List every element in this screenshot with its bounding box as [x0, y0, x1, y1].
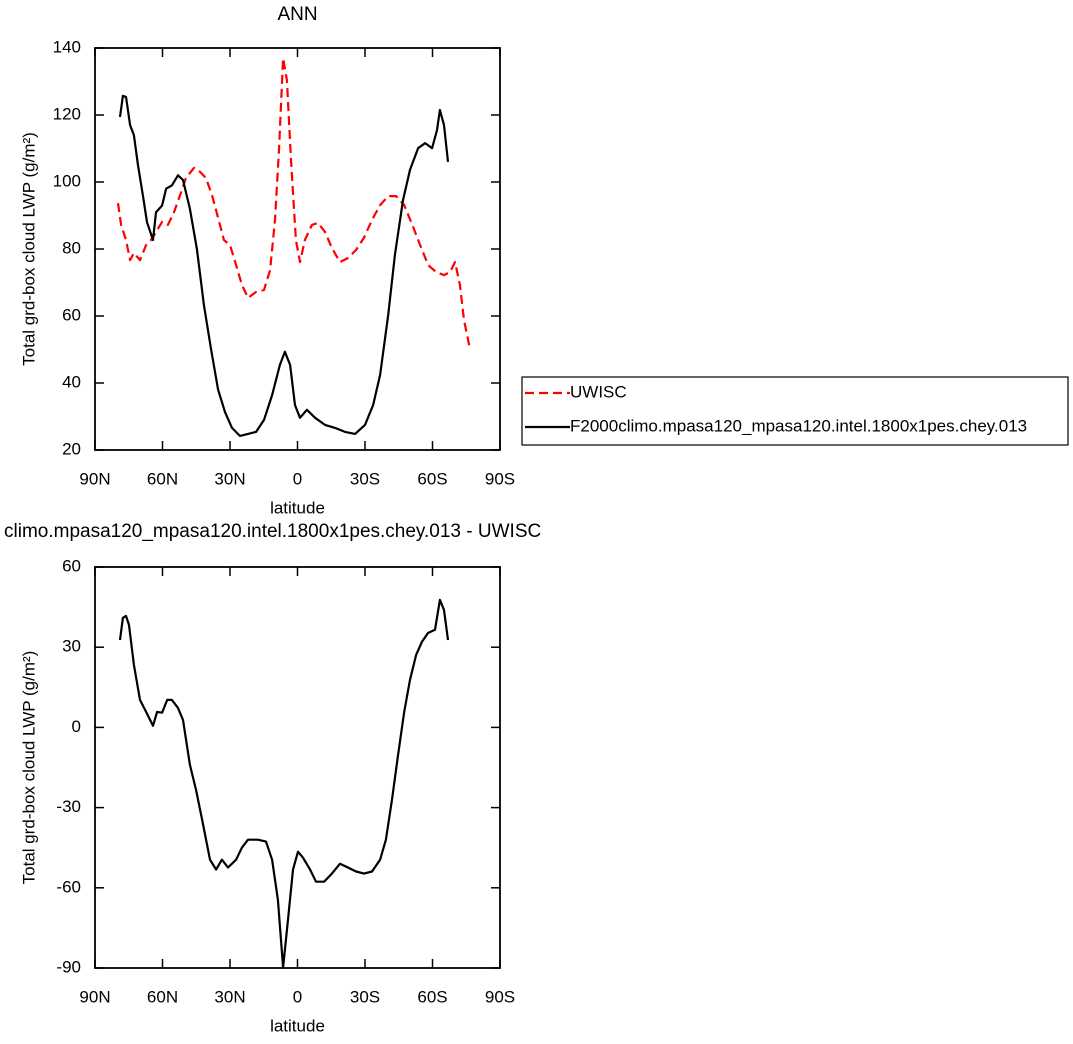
- y-tick-label: -30: [56, 797, 81, 816]
- x-tick-label: 60S: [417, 469, 447, 488]
- y-tick-label: 0: [72, 717, 81, 736]
- data-line: [118, 94, 450, 437]
- plot-frame: [94, 47, 501, 451]
- data-line: [116, 57, 472, 351]
- x-tick-label: 30N: [214, 987, 245, 1006]
- y-tick-label: 100: [53, 171, 81, 190]
- y-tick-label: 60: [62, 305, 81, 324]
- y-tick-label: 80: [62, 238, 81, 257]
- x-tick-label: 0: [293, 987, 302, 1006]
- plot-frame: [94, 566, 501, 969]
- y-tick-label: 60: [62, 556, 81, 575]
- x-tick-label: 30S: [350, 469, 380, 488]
- y-tick-label: 30: [62, 637, 81, 656]
- y-tick-label: 20: [62, 439, 81, 458]
- x-tick-label: 90S: [485, 987, 515, 1006]
- legend-label: F2000climo.mpasa120_mpasa120.intel.1800x…: [570, 416, 1027, 435]
- x-tick-label: 0: [293, 469, 302, 488]
- y-axis-label: Total grd-box cloud LWP (g/m²): [19, 132, 38, 366]
- y-tick-label: 140: [53, 37, 81, 56]
- y-tick-label: 120: [53, 104, 81, 123]
- legend-box: [521, 376, 1069, 446]
- y-tick-label: -90: [56, 957, 81, 976]
- y-tick-label: 40: [62, 372, 81, 391]
- x-axis-label: latitude: [270, 1016, 325, 1035]
- x-tick-label: 30S: [350, 987, 380, 1006]
- x-tick-label: 60N: [147, 469, 178, 488]
- x-tick-label: 30N: [214, 469, 245, 488]
- chart-title: climo.mpasa120_mpasa120.intel.1800x1pes.…: [4, 521, 541, 542]
- y-axis-label: Total grd-box cloud LWP (g/m²): [19, 651, 38, 885]
- legend-label: UWISC: [570, 382, 627, 401]
- y-tick-label: -60: [56, 877, 81, 896]
- data-line: [118, 598, 450, 969]
- x-tick-label: 60N: [147, 987, 178, 1006]
- x-axis-label: latitude: [270, 498, 325, 517]
- x-tick-label: 90N: [79, 469, 110, 488]
- x-tick-label: 60S: [417, 987, 447, 1006]
- x-tick-label: 90S: [485, 469, 515, 488]
- chart-title: ANN: [277, 4, 317, 25]
- x-tick-label: 90N: [79, 987, 110, 1006]
